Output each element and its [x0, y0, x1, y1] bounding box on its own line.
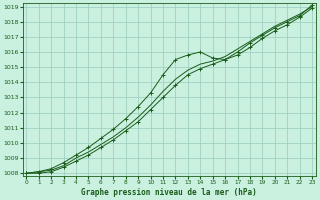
X-axis label: Graphe pression niveau de la mer (hPa): Graphe pression niveau de la mer (hPa) — [81, 188, 257, 197]
